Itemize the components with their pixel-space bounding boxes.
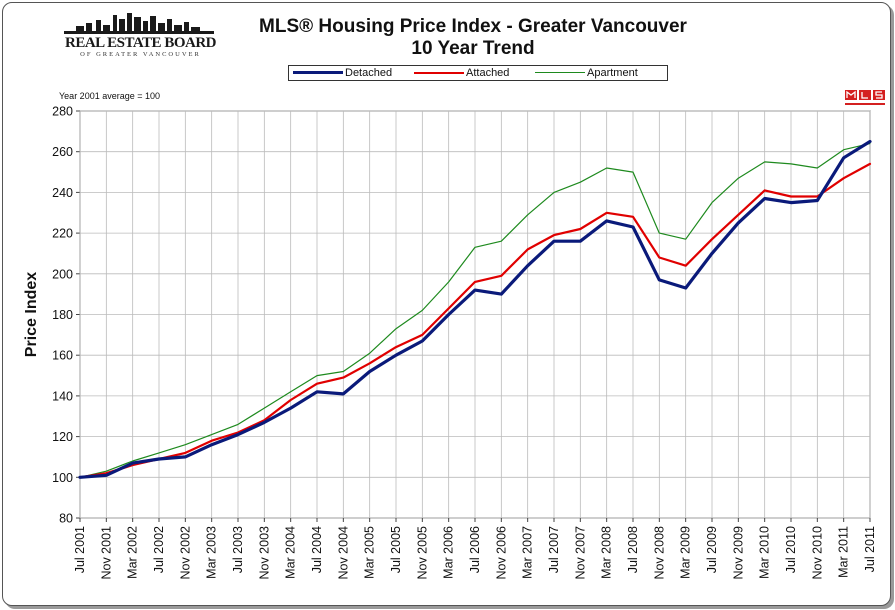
legend-swatch-attached [414, 72, 464, 74]
x-tick-label: Jul 2006 [468, 526, 482, 573]
x-tick-label: Mar 2007 [521, 526, 535, 579]
baseline-note: Year 2001 average = 100 [59, 91, 161, 101]
x-tick-label: Jul 2007 [547, 526, 561, 573]
legend-swatch-apartment [535, 72, 585, 73]
legend-swatch-detached [293, 71, 343, 74]
legend-label-attached: Attached [466, 67, 510, 79]
x-tick-label: Mar 2009 [679, 526, 693, 579]
series-line-detached [78, 139, 872, 479]
reb-logo: REAL ESTATE BOARD OF GREATER VANCOUVER [58, 11, 223, 61]
chart-subtitle: 10 Year Trend [411, 38, 535, 59]
x-tick-label: Nov 2008 [652, 526, 666, 580]
x-tick-label: Nov 2002 [178, 526, 192, 580]
x-tick-label: Jul 2005 [389, 526, 403, 573]
logo-subtitle: OF GREATER VANCOUVER [80, 51, 201, 58]
y-tick-label: 100 [52, 471, 73, 485]
series-line-apartment [79, 143, 871, 478]
x-tick-label: Mar 2004 [284, 526, 298, 579]
x-tick-label: Nov 2003 [257, 526, 271, 580]
x-tick-label: Nov 2006 [494, 526, 508, 580]
x-tick-label: Jul 2003 [231, 526, 245, 573]
x-tick-label: Mar 2008 [600, 526, 614, 579]
x-tick-label: Jul 2010 [784, 526, 798, 573]
x-tick-label: Nov 2007 [573, 526, 587, 580]
x-tick-label: Mar 2006 [442, 526, 456, 579]
x-tick-label: Mar 2003 [205, 526, 219, 579]
x-tick-label: Jul 2008 [626, 526, 640, 573]
x-tick-label: Nov 2004 [336, 526, 350, 580]
x-tick-label: Mar 2002 [126, 526, 140, 579]
x-tick-label: Jul 2011 [863, 526, 877, 572]
y-tick-label: 240 [52, 186, 73, 200]
x-tick-label: Mar 2010 [758, 526, 772, 579]
y-tick-label: 280 [52, 105, 73, 119]
y-axis-label: Price Index [23, 272, 40, 357]
series-line-attached [78, 162, 872, 479]
legend: Detached Attached Apartment [288, 65, 668, 81]
y-tick-label: 140 [52, 389, 73, 403]
chart-title: MLS® Housing Price Index - Greater Vanco… [259, 16, 687, 37]
x-tick-label: Nov 2001 [99, 526, 113, 580]
y-tick-label: 260 [52, 145, 73, 159]
x-tick-label: Nov 2010 [810, 526, 824, 580]
y-tick-label: 160 [52, 349, 73, 363]
x-tick-label: Mar 2005 [363, 526, 377, 579]
y-tick-label: 120 [52, 430, 73, 444]
skyline-icon [64, 13, 214, 34]
legend-label-apartment: Apartment [587, 67, 638, 79]
x-tick-label: Nov 2005 [415, 526, 429, 580]
chart-title-block: MLS® Housing Price Index - Greater Vanco… [193, 16, 753, 60]
y-tick-label: 180 [52, 308, 73, 322]
x-tick-label: Mar 2011 [837, 526, 851, 578]
legend-label-detached: Detached [345, 67, 393, 79]
logo-title: REAL ESTATE BOARD [65, 35, 217, 51]
x-tick-label: Jul 2002 [152, 526, 166, 573]
x-tick-label: Jul 2001 [73, 526, 87, 573]
y-tick-label: 200 [52, 267, 73, 281]
x-tick-label: Jul 2009 [705, 526, 719, 573]
y-tick-label: 220 [52, 227, 73, 241]
x-tick-label: Jul 2004 [310, 526, 324, 573]
mls-logo-icon [845, 90, 885, 105]
y-tick-label: 80 [59, 512, 73, 526]
x-tick-label: Nov 2009 [731, 526, 745, 580]
